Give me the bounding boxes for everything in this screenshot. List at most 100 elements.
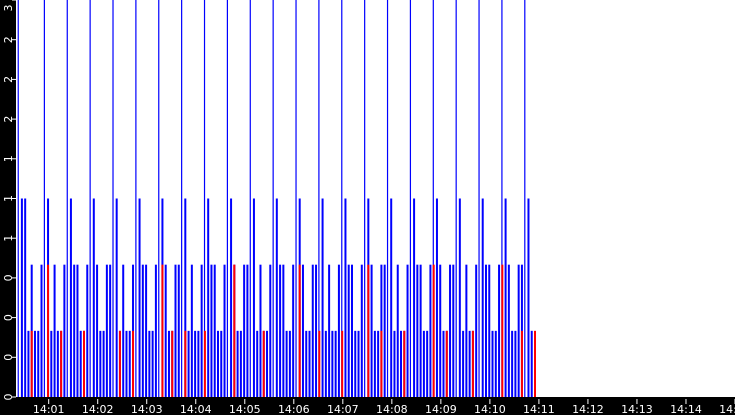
bar <box>177 264 180 397</box>
bar <box>207 198 210 397</box>
bar <box>272 0 274 397</box>
bar <box>328 264 331 397</box>
x-tick-label: 14:15 <box>719 403 735 415</box>
bar <box>69 198 72 397</box>
bar <box>288 330 291 397</box>
bar <box>226 0 228 397</box>
bar <box>514 330 517 397</box>
x-tick-label: 14:09 <box>425 403 457 415</box>
bar <box>282 264 285 397</box>
bar <box>128 330 131 397</box>
highlight-bar <box>534 330 537 397</box>
bar <box>50 330 53 397</box>
bar <box>105 264 108 397</box>
y-tick-label: 3 <box>2 5 15 12</box>
bar <box>377 330 380 397</box>
bar <box>122 264 125 397</box>
highlight-bar <box>118 330 121 397</box>
bar <box>266 330 269 397</box>
bar <box>334 330 337 397</box>
bar <box>115 198 118 397</box>
bar <box>393 330 396 397</box>
bar <box>37 330 40 397</box>
x-tick-label: 14:13 <box>621 403 653 415</box>
bar <box>458 198 461 397</box>
bar <box>99 330 102 397</box>
bar <box>530 330 533 397</box>
bar <box>494 330 497 397</box>
highlight-bar <box>367 264 370 397</box>
highlight-bar <box>403 330 406 397</box>
highlight-bar <box>233 264 236 397</box>
highlight-bar <box>471 330 474 397</box>
highlight-bar <box>380 330 383 397</box>
bar <box>213 264 216 397</box>
x-tick-label: 14:06 <box>278 403 310 415</box>
bar <box>243 264 246 397</box>
bar <box>370 264 373 397</box>
bar <box>220 330 223 397</box>
bar <box>190 264 193 397</box>
bar <box>259 264 262 397</box>
bar <box>27 330 30 397</box>
bar <box>501 0 503 397</box>
highlight-bar <box>298 264 301 397</box>
x-tick-label: 14:02 <box>82 403 114 415</box>
bar <box>292 264 295 397</box>
bar <box>181 0 183 397</box>
bar <box>24 198 27 397</box>
highlight-bar <box>161 264 164 397</box>
bar <box>210 264 213 397</box>
bar <box>432 0 434 397</box>
highlight-bar <box>341 330 344 397</box>
bar <box>184 198 187 397</box>
bar <box>256 330 259 397</box>
bar <box>112 0 114 397</box>
bar <box>321 198 324 397</box>
bar <box>386 0 389 397</box>
highlight-bar <box>30 330 33 397</box>
bar <box>279 264 282 397</box>
bar <box>148 330 151 397</box>
bar <box>357 330 360 397</box>
bar <box>200 264 203 397</box>
bar <box>30 264 33 397</box>
bar <box>419 264 422 397</box>
bar <box>79 330 82 397</box>
highlight-bar <box>262 330 265 397</box>
bar <box>337 264 340 397</box>
highlight-bar <box>184 330 187 397</box>
bar <box>524 0 526 397</box>
bar <box>481 198 484 397</box>
bar <box>488 264 491 397</box>
bar <box>236 330 239 397</box>
bar <box>429 264 432 397</box>
bar <box>396 264 399 397</box>
bar <box>520 264 523 397</box>
bar <box>20 198 23 397</box>
highlight-bar <box>132 330 135 397</box>
bar <box>409 0 412 397</box>
bar <box>416 264 419 397</box>
bar <box>92 198 95 397</box>
bar <box>86 264 89 397</box>
y-tick-label: 2 <box>2 76 15 83</box>
bar <box>33 330 36 397</box>
highlight-bar <box>171 330 174 397</box>
x-tick-label: 14:10 <box>474 403 506 415</box>
bar <box>364 0 366 397</box>
bar <box>145 264 148 397</box>
bar <box>484 264 487 397</box>
bar <box>315 264 318 397</box>
bar <box>305 330 308 397</box>
bar <box>43 0 45 397</box>
bar <box>383 264 386 397</box>
bar <box>239 330 242 397</box>
bar <box>249 0 251 397</box>
bar <box>252 198 255 397</box>
y-tick-label: 2 <box>2 36 15 43</box>
bar <box>295 0 297 397</box>
bar <box>154 264 157 397</box>
bar <box>167 330 170 397</box>
bar <box>187 330 190 397</box>
